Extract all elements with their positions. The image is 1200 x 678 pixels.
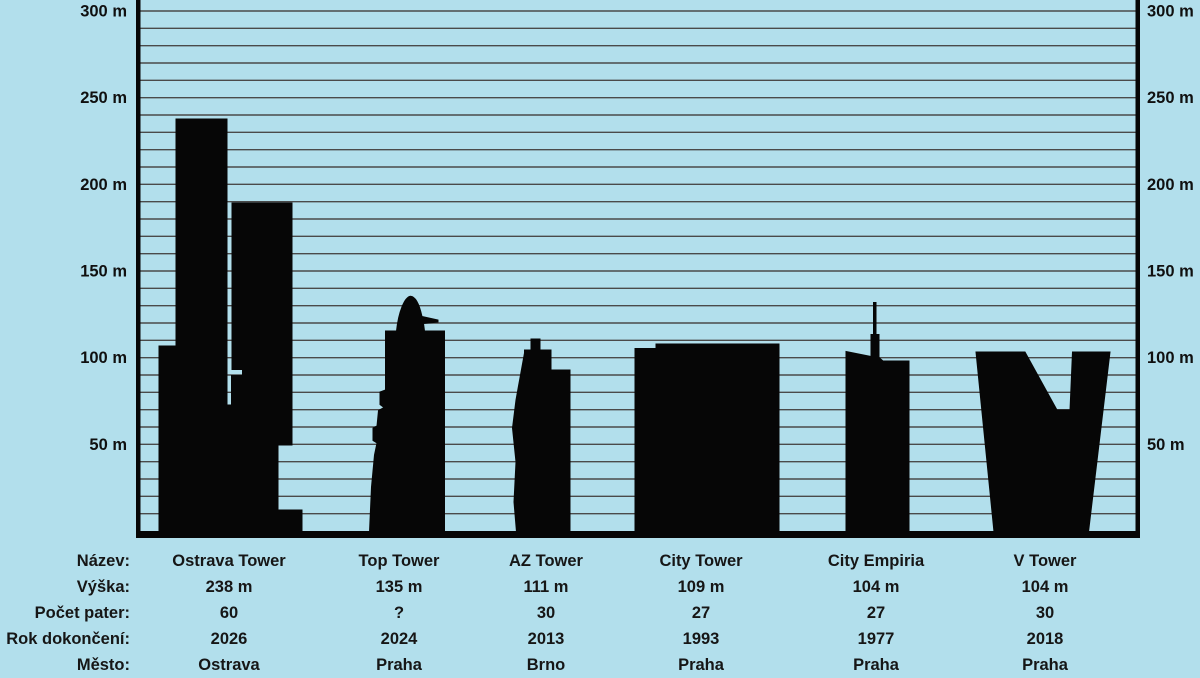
building-silhouette-ostrava-tower (158, 118, 303, 533)
tower-floors: ? (393, 603, 405, 622)
y-tick-right-100m: 100 m (1147, 349, 1194, 367)
tower-height: 104 m (1021, 577, 1069, 596)
y-tick-left-100m: 100 m (80, 349, 127, 367)
row-label-height: Výška: (76, 577, 130, 596)
y-tick-left-200m: 200 m (80, 176, 127, 194)
building-silhouette-v-tower (975, 351, 1111, 533)
y-tick-left-50m: 50 m (89, 436, 127, 454)
tower-floors: 30 (1035, 603, 1055, 622)
y-axis-left (136, 0, 141, 538)
y-tick-right-300m: 300 m (1147, 3, 1194, 21)
building-silhouette-city-empiria (845, 302, 910, 533)
tower-height: 109 m (677, 577, 725, 596)
y-tick-left-150m: 150 m (80, 263, 127, 281)
tower-city: Praha (376, 655, 422, 674)
tower-height: 238 m (205, 577, 253, 596)
building-silhouettes (158, 118, 1111, 533)
y-tick-right-50m: 50 m (1147, 436, 1185, 454)
tower-year: 2024 (380, 629, 418, 648)
tower-name: Top Tower (358, 551, 440, 570)
tower-city: Brno (526, 655, 566, 674)
row-label-floors: Počet pater: (34, 603, 130, 622)
axis-tick-labels: 50 m 50 m 100 m 100 m 150 m 150 m 200 m 200 m 25… (80, 3, 1194, 454)
tower-name: AZ Tower (509, 551, 583, 570)
y-tick-left-250m: 250 m (80, 89, 127, 107)
chart-canvas: 50 m 50 m 100 m 100 m 150 m 150 m 200 m 200 m 25… (80, 0, 1194, 538)
building-silhouette-top-tower (368, 295, 445, 533)
tower-name: City Tower (659, 551, 743, 570)
tower-year: 2013 (527, 629, 565, 648)
tower-floors: 30 (536, 603, 556, 622)
tower-year: 2026 (210, 629, 248, 648)
tower-name: City Empiria (827, 551, 925, 570)
tower-floors: 27 (866, 603, 886, 622)
tower-city: Ostrava (198, 655, 260, 674)
y-tick-right-250m: 250 m (1147, 89, 1194, 107)
tower-year: 1993 (682, 629, 720, 648)
tower-city: Praha (853, 655, 899, 674)
y-tick-right-150m: 150 m (1147, 263, 1194, 281)
y-tick-left-300m: 300 m (80, 3, 127, 21)
building-silhouette-az-tower (511, 338, 571, 533)
tower-city: Praha (678, 655, 724, 674)
row-label-name: Název: (76, 551, 130, 570)
tower-city: Praha (1022, 655, 1068, 674)
info-table: Název: Ostrava Tower Top Tower AZ Tower … (0, 546, 1200, 678)
tower-height: 111 m (523, 577, 569, 596)
row-label-city: Město: (76, 655, 130, 674)
tower-height: 104 m (852, 577, 900, 596)
tower-name: Ostrava Tower (172, 551, 286, 570)
tower-height: 135 m (375, 577, 423, 596)
tower-name: V Tower (1013, 551, 1077, 570)
tower-floors: 60 (219, 603, 239, 622)
row-label-year: Rok dokončení: (6, 629, 130, 648)
gridline-group (140, 10, 1136, 515)
y-axis-right (1135, 0, 1140, 538)
tower-year: 2018 (1026, 629, 1064, 648)
x-axis-baseline (136, 531, 1140, 538)
tower-year: 1977 (857, 629, 895, 648)
tower-floors: 27 (691, 603, 711, 622)
y-tick-right-200m: 200 m (1147, 176, 1194, 194)
building-silhouette-city-tower (634, 343, 780, 533)
